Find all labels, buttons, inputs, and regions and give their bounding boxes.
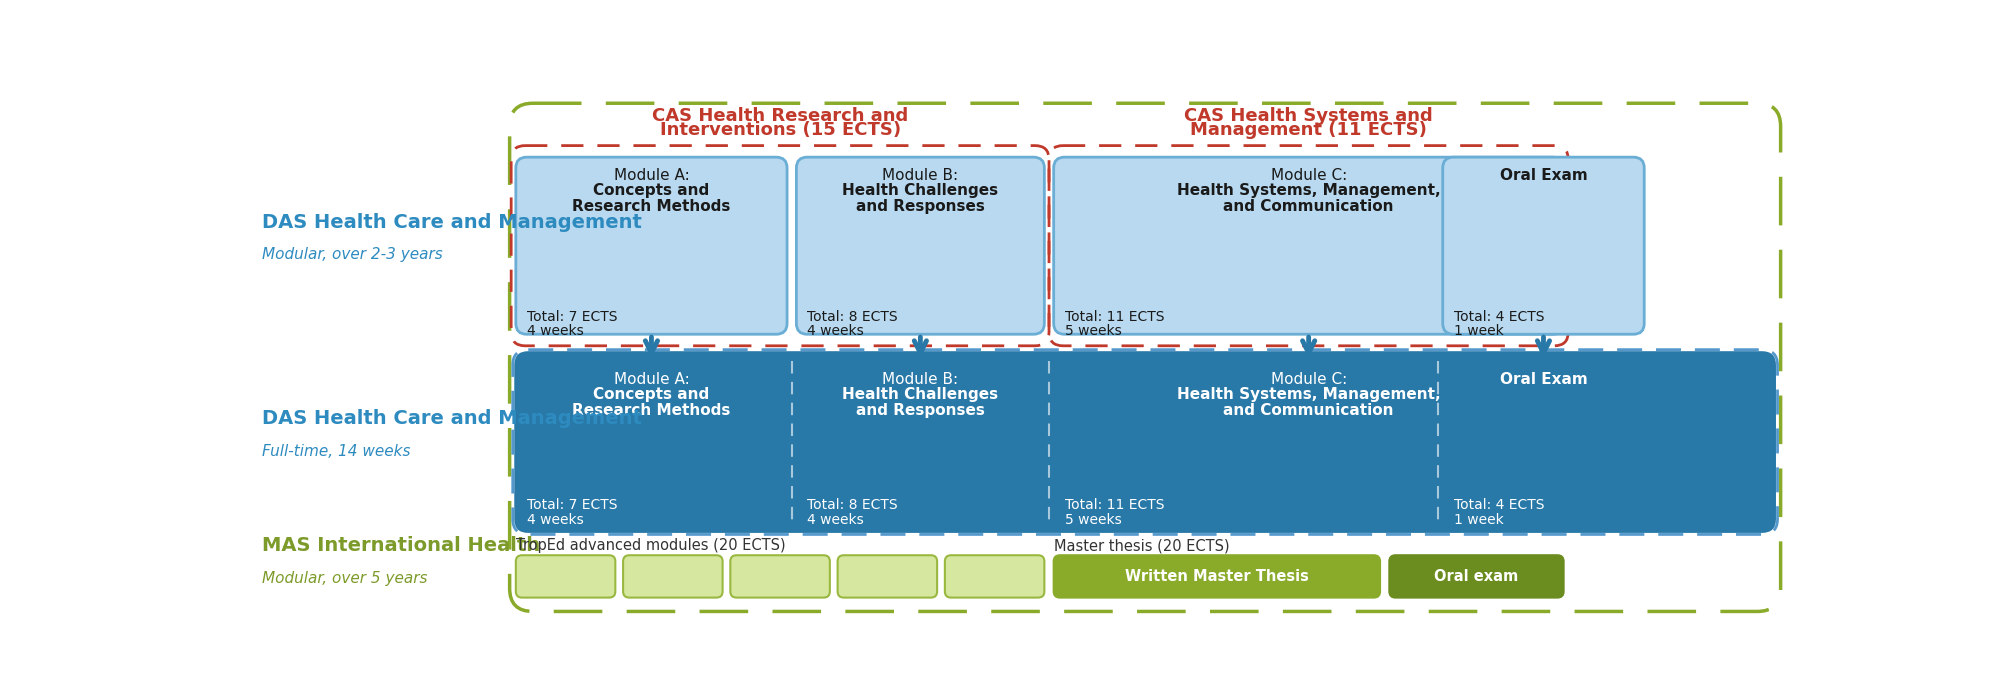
Text: Written Master Thesis: Written Master Thesis [1124,569,1308,584]
Text: MAS International Health: MAS International Health [262,536,540,555]
Text: Interventions (15 ECTS): Interventions (15 ECTS) [660,121,900,139]
Text: Module C:: Module C: [1270,372,1346,387]
Text: Master thesis (20 ECTS): Master thesis (20 ECTS) [1054,538,1230,553]
Text: Research Methods: Research Methods [572,402,730,418]
Text: Total: 7 ECTS: Total: 7 ECTS [526,309,618,323]
FancyBboxPatch shape [1054,157,1564,335]
Text: 1 week: 1 week [1454,513,1504,527]
FancyBboxPatch shape [624,555,722,598]
Text: Full-time, 14 weeks: Full-time, 14 weeks [262,444,410,458]
Text: Management (11 ECTS): Management (11 ECTS) [1190,121,1428,139]
Text: Oral exam: Oral exam [1434,569,1518,584]
Text: 4 weeks: 4 weeks [526,513,584,527]
Text: Oral Exam: Oral Exam [1500,372,1588,387]
Text: Module A:: Module A: [614,372,690,387]
Text: DAS Health Care and Management: DAS Health Care and Management [262,410,642,428]
Text: Total: 8 ECTS: Total: 8 ECTS [808,309,898,323]
FancyBboxPatch shape [516,157,788,335]
Text: Module B:: Module B: [882,372,958,387]
Text: and Communication: and Communication [1224,402,1394,418]
Text: 5 weeks: 5 weeks [1064,324,1122,338]
Text: Total: 4 ECTS: Total: 4 ECTS [1454,309,1544,323]
Text: Health Systems, Management,: Health Systems, Management, [1176,387,1440,402]
FancyBboxPatch shape [1390,555,1564,598]
Text: Modular, over 2-3 years: Modular, over 2-3 years [262,247,442,262]
Text: DAS Health Care and Management: DAS Health Care and Management [262,213,642,232]
FancyBboxPatch shape [944,555,1044,598]
Text: Oral Exam: Oral Exam [1500,168,1588,183]
Text: Concepts and: Concepts and [594,183,710,198]
FancyBboxPatch shape [514,351,1776,533]
FancyBboxPatch shape [1442,157,1644,335]
Text: 4 weeks: 4 weeks [808,324,864,338]
FancyBboxPatch shape [838,555,938,598]
Text: Health Challenges: Health Challenges [842,183,998,198]
Text: TropEd advanced modules (20 ECTS): TropEd advanced modules (20 ECTS) [516,538,786,553]
Text: Module B:: Module B: [882,168,958,183]
FancyBboxPatch shape [730,555,830,598]
Text: Total: 4 ECTS: Total: 4 ECTS [1454,498,1544,512]
Text: Research Methods: Research Methods [572,199,730,214]
Text: Total: 7 ECTS: Total: 7 ECTS [526,498,618,512]
Text: Health Systems, Management,: Health Systems, Management, [1176,183,1440,198]
Text: Module C:: Module C: [1270,168,1346,183]
Text: 4 weeks: 4 weeks [526,324,584,338]
Text: 4 weeks: 4 weeks [808,513,864,527]
Text: CAS Health Systems and: CAS Health Systems and [1184,107,1434,125]
Text: Health Challenges: Health Challenges [842,387,998,402]
Text: and Responses: and Responses [856,199,984,214]
Text: Concepts and: Concepts and [594,387,710,402]
Text: 5 weeks: 5 weeks [1064,513,1122,527]
Text: Module A:: Module A: [614,168,690,183]
Text: 1 week: 1 week [1454,324,1504,338]
Text: Total: 11 ECTS: Total: 11 ECTS [1064,498,1164,512]
FancyBboxPatch shape [1054,555,1380,598]
Text: CAS Health Research and: CAS Health Research and [652,107,908,125]
Text: and Communication: and Communication [1224,199,1394,214]
Text: Total: 11 ECTS: Total: 11 ECTS [1064,309,1164,323]
Text: Total: 8 ECTS: Total: 8 ECTS [808,498,898,512]
Text: and Responses: and Responses [856,402,984,418]
FancyBboxPatch shape [516,555,616,598]
FancyBboxPatch shape [796,157,1044,335]
Text: Modular, over 5 years: Modular, over 5 years [262,570,428,586]
